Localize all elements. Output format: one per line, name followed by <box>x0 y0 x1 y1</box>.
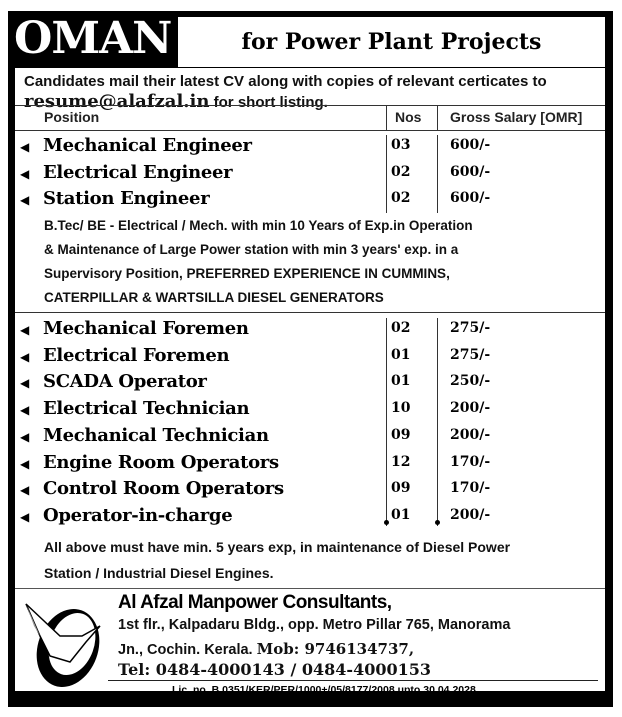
intro-text: Candidates mail their latest CV along wi… <box>24 73 547 112</box>
table-row: ◀ Station Engineer 02 600/- <box>15 188 605 214</box>
position-name: Electrical Foremen <box>43 344 230 366</box>
mobile-number: Mob: 9746134737, <box>256 640 415 658</box>
table-row: ◀ Engine Room Operators 12 170/- <box>15 452 605 478</box>
header-nos: Nos <box>395 109 422 125</box>
bullet-arrow-icon: ◀ <box>20 323 30 337</box>
position-name: Operator-in-charge <box>43 504 233 526</box>
position-name: Station Engineer <box>43 188 210 209</box>
table-row: ◀ Electrical Technician 10 200/- <box>15 398 605 424</box>
position-count: 01 <box>391 373 411 390</box>
address-line1: 1st flr., Kalpadaru Bldg., opp. Metro Pi… <box>118 617 511 633</box>
table-row: ◀ Electrical Foremen 01 275/- <box>15 345 605 371</box>
position-name: Control Room Operators <box>43 478 284 500</box>
position-name: Mechanical Foremen <box>43 318 249 339</box>
position-salary: 600/- <box>450 190 491 206</box>
position-count: 01 <box>391 346 411 363</box>
country-title: OMAN <box>14 13 172 64</box>
column-divider <box>386 135 387 213</box>
qualification-note: B.Tec/ BE - Electrical / Mech. with min … <box>44 218 473 305</box>
email-link[interactable]: resume@alafzal.in <box>24 91 210 112</box>
subtitle: for Power Plant Projects <box>241 29 542 55</box>
bullet-arrow-icon: ◀ <box>20 403 30 418</box>
bullet-arrow-icon: ◀ <box>20 166 30 181</box>
table-row: ◀ Mechanical Technician 09 200/- <box>15 425 605 451</box>
position-count: 09 <box>391 480 411 497</box>
license-number: Lic. no. B 0351/KER/PER/1000+/05/8177/20… <box>172 684 476 696</box>
bullet-arrow-icon: ◀ <box>20 376 30 391</box>
column-divider <box>437 105 438 130</box>
table-row: ◀ SCADA Operator 01 250/- <box>15 371 605 397</box>
divider <box>15 312 605 313</box>
divider <box>15 105 605 106</box>
experience-note: All above must have min. 5 years exp, in… <box>44 539 511 581</box>
position-name: Mechanical Engineer <box>43 135 252 156</box>
bullet-arrow-icon: ◀ <box>20 483 30 498</box>
position-name: Mechanical Technician <box>43 424 269 446</box>
ad-body <box>15 68 605 691</box>
table-row: ◀ Mechanical Foremen 02 275/- <box>15 318 605 344</box>
table-row: ◀ Mechanical Engineer 03 600/- <box>15 135 605 161</box>
dove-logo <box>25 603 101 687</box>
position-salary: 600/- <box>450 137 491 153</box>
position-name: Electrical Technician <box>43 398 250 420</box>
position-count: 10 <box>391 400 411 417</box>
bullet-arrow-icon: ◀ <box>20 509 30 524</box>
bullet-arrow-icon: ◀ <box>20 140 30 154</box>
header-position: Position <box>44 109 100 125</box>
column-divider <box>437 318 438 526</box>
position-salary: 170/- <box>450 453 491 470</box>
dot <box>384 520 389 525</box>
position-count: 02 <box>391 163 411 180</box>
column-divider <box>386 105 387 130</box>
dot <box>435 520 440 525</box>
divider <box>15 130 605 131</box>
position-salary: 600/- <box>450 163 491 180</box>
intro-line2: for short listing. <box>209 94 328 111</box>
position-salary: 250/- <box>450 373 491 390</box>
table-row: ◀ Control Room Operators 09 170/- <box>15 478 605 504</box>
company-name: Al Afzal Manpower Consultants, <box>118 592 392 613</box>
bullet-arrow-icon: ◀ <box>20 456 30 471</box>
position-count: 03 <box>391 137 411 153</box>
bullet-arrow-icon: ◀ <box>20 193 30 207</box>
position-name: Electrical Engineer <box>43 161 233 183</box>
position-count: 02 <box>391 190 411 206</box>
subtitle-box: for Power Plant Projects <box>178 17 605 67</box>
column-divider <box>437 135 438 213</box>
intro-line1: Candidates mail their latest CV along wi… <box>24 73 547 90</box>
position-salary: 200/- <box>450 506 491 523</box>
bullet-arrow-icon: ◀ <box>20 429 30 444</box>
position-salary: 200/- <box>450 426 491 443</box>
divider <box>15 588 605 589</box>
table-row: ◀ Electrical Engineer 02 600/- <box>15 162 605 188</box>
position-salary: 275/- <box>450 320 491 336</box>
position-salary: 275/- <box>450 346 491 363</box>
bullet-arrow-icon: ◀ <box>20 349 30 364</box>
position-count: 09 <box>391 426 411 443</box>
column-divider <box>386 318 387 526</box>
divider <box>108 680 598 681</box>
position-name: SCADA Operator <box>43 371 207 393</box>
position-salary: 170/- <box>450 480 491 497</box>
table-row: ◀ Operator-in-charge 01 200/- <box>15 505 605 531</box>
position-salary: 200/- <box>450 400 491 417</box>
position-count: 12 <box>391 453 411 470</box>
position-count: 01 <box>391 506 411 523</box>
address-line2: Jn., Cochin. Kerala. <box>118 642 257 658</box>
position-count: 02 <box>391 320 411 336</box>
telephone-numbers: Tel: 0484-4000143 / 0484-4000153 <box>118 660 431 679</box>
header-salary: Gross Salary [OMR] <box>450 109 583 125</box>
position-name: Engine Room Operators <box>43 451 279 473</box>
